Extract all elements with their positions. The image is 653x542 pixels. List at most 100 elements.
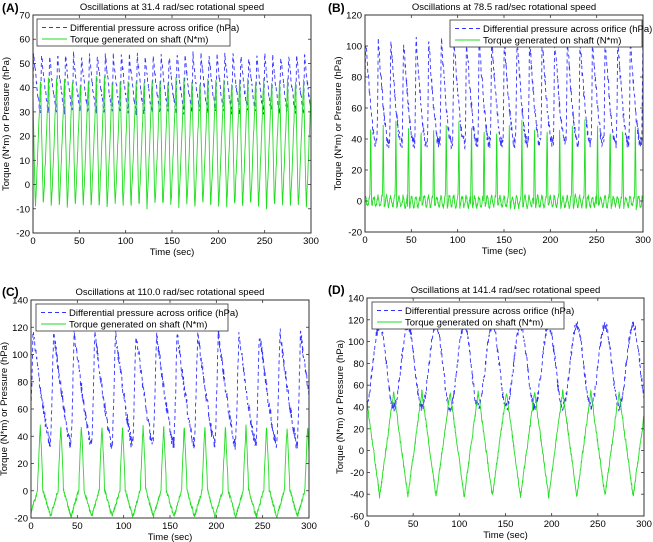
x-axis-label: Time (sec)	[483, 530, 528, 541]
y-tick-label: 60	[353, 381, 364, 392]
legend-label-pressure: Differential pressure across orifice (hP…	[69, 308, 238, 319]
x-tick-label: 50	[408, 519, 419, 530]
y-axis-label: Torque (N*m) or Pressure (hPa)	[0, 342, 10, 476]
legend-label-torque: Torque generated on shaft (N*m)	[483, 35, 621, 46]
y-tick-label: 40	[17, 432, 28, 443]
y-tick-label: 120	[12, 323, 28, 334]
panel-b: (B) Oscillations at 78.5 rad/sec rotation…	[328, 1, 652, 257]
x-tick-label: 300	[636, 519, 652, 530]
legend: Differential pressure across orifice (hP…	[36, 18, 239, 47]
y-axis-label: Torque (N*m) or Pressure (hPa)	[335, 340, 346, 474]
y-tick-label: 140	[348, 294, 364, 305]
x-tick-label: 100	[118, 236, 134, 247]
legend-label-torque: Torque generated on shaft (N*m)	[405, 317, 543, 328]
x-tick-label: 200	[210, 236, 226, 247]
x-tick-label: 100	[451, 519, 467, 530]
chart-title: Oscillations at 78.5 rad/sec rotational …	[412, 2, 596, 13]
y-tick-label: 0	[357, 197, 362, 208]
panel-letter: (B)	[328, 1, 345, 15]
legend-box	[36, 18, 231, 47]
x-tick-label: 100	[116, 521, 132, 532]
y-tick-label: 100	[346, 42, 362, 53]
y-tick-label: -20	[348, 228, 362, 239]
x-tick-label: 50	[72, 521, 83, 532]
x-tick-label: 150	[164, 236, 180, 247]
legend-box	[449, 19, 643, 48]
axes-box	[366, 297, 645, 517]
y-tick-label: -20	[350, 468, 364, 479]
y-tick-label: 40	[19, 83, 30, 94]
legend: Differential pressure across orifice (hP…	[371, 301, 574, 330]
y-tick-label: -60	[350, 512, 364, 523]
plot-area	[365, 33, 643, 211]
y-tick-label: -20	[14, 514, 28, 525]
legend-label-pressure: Differential pressure across orifice (hP…	[405, 306, 574, 317]
y-tick-label: 20	[19, 132, 30, 143]
y-tick-label: 60	[351, 104, 362, 115]
x-tick-label: 0	[362, 235, 367, 246]
y-tick-label: 40	[351, 135, 362, 146]
y-tick-label: 60	[19, 35, 30, 46]
chart-title: Oscillations at 110.0 rad/sec rotational…	[76, 287, 265, 298]
series-torque-line	[365, 119, 643, 211]
y-axis-label: Torque (N*m) or Pressure (hPa)	[333, 56, 344, 190]
y-tick-label: 30	[19, 107, 30, 118]
y-tick-label: 80	[353, 359, 364, 370]
panel-c: (C) Oscillations at 110.0 rad/sec rotatio…	[0, 285, 317, 542]
legend-label-pressure: Differential pressure across orifice (hP…	[70, 23, 239, 34]
y-tick-label: 100	[12, 350, 28, 361]
series-pressure-line	[31, 327, 309, 450]
plot-area	[33, 51, 311, 210]
series-torque-line	[31, 424, 309, 518]
y-tick-label: 50	[19, 59, 30, 70]
x-tick-label: 250	[590, 519, 606, 530]
x-tick-label: 50	[74, 236, 85, 247]
series-torque-line	[33, 75, 311, 210]
x-tick-label: 300	[301, 521, 317, 532]
legend-label-torque: Torque generated on shaft (N*m)	[69, 319, 207, 330]
series-torque-line	[367, 388, 644, 499]
y-tick-label: 80	[351, 73, 362, 84]
y-tick-label: 140	[12, 296, 28, 307]
x-axis-label: Time (sec)	[148, 532, 193, 542]
y-tick-label: 20	[17, 459, 28, 470]
panel-letter: (D)	[328, 283, 345, 297]
series-pressure-line	[367, 320, 644, 413]
y-tick-label: -20	[16, 229, 30, 240]
y-tick-label: 10	[19, 156, 30, 167]
y-tick-label: 100	[348, 337, 364, 348]
y-tick-label: 0	[359, 446, 364, 457]
panel-letter: (C)	[2, 285, 19, 299]
y-tick-label: 20	[353, 424, 364, 435]
y-tick-label: 0	[25, 180, 30, 191]
x-tick-label: 300	[635, 235, 651, 246]
x-tick-label: 150	[162, 521, 178, 532]
series-pressure-line	[365, 33, 643, 151]
chart-title: Oscillations at 141.4 rad/sec rotational…	[411, 285, 601, 296]
x-tick-label: 200	[544, 519, 560, 530]
legend: Differential pressure across orifice (hP…	[449, 19, 652, 48]
panel-a: (A) Oscillations at 31.4 rad/sec rotation…	[1, 1, 319, 258]
series-pressure-line	[33, 51, 311, 116]
y-tick-label: 0	[23, 486, 28, 497]
x-tick-label: 0	[30, 236, 35, 247]
x-tick-label: 150	[496, 235, 512, 246]
y-tick-label: 70	[19, 11, 30, 22]
legend-label-pressure: Differential pressure across orifice (hP…	[483, 24, 652, 35]
y-tick-label: -10	[16, 204, 30, 215]
legend: Differential pressure across orifice (hP…	[35, 303, 238, 332]
x-tick-label: 0	[28, 521, 33, 532]
y-tick-label: 20	[351, 166, 362, 177]
legend-box	[35, 303, 229, 332]
chart-title: Oscillations at 31.4 rad/sec rotational …	[80, 2, 264, 13]
y-tick-label: 120	[348, 315, 364, 326]
x-tick-label: 200	[208, 521, 224, 532]
x-axis-label: Time (sec)	[482, 246, 527, 257]
x-axis-label: Time (sec)	[150, 247, 195, 258]
plot-area	[31, 327, 309, 518]
x-tick-label: 250	[589, 235, 605, 246]
x-tick-label: 250	[255, 521, 271, 532]
x-tick-label: 50	[406, 235, 417, 246]
y-tick-label: 40	[353, 403, 364, 414]
